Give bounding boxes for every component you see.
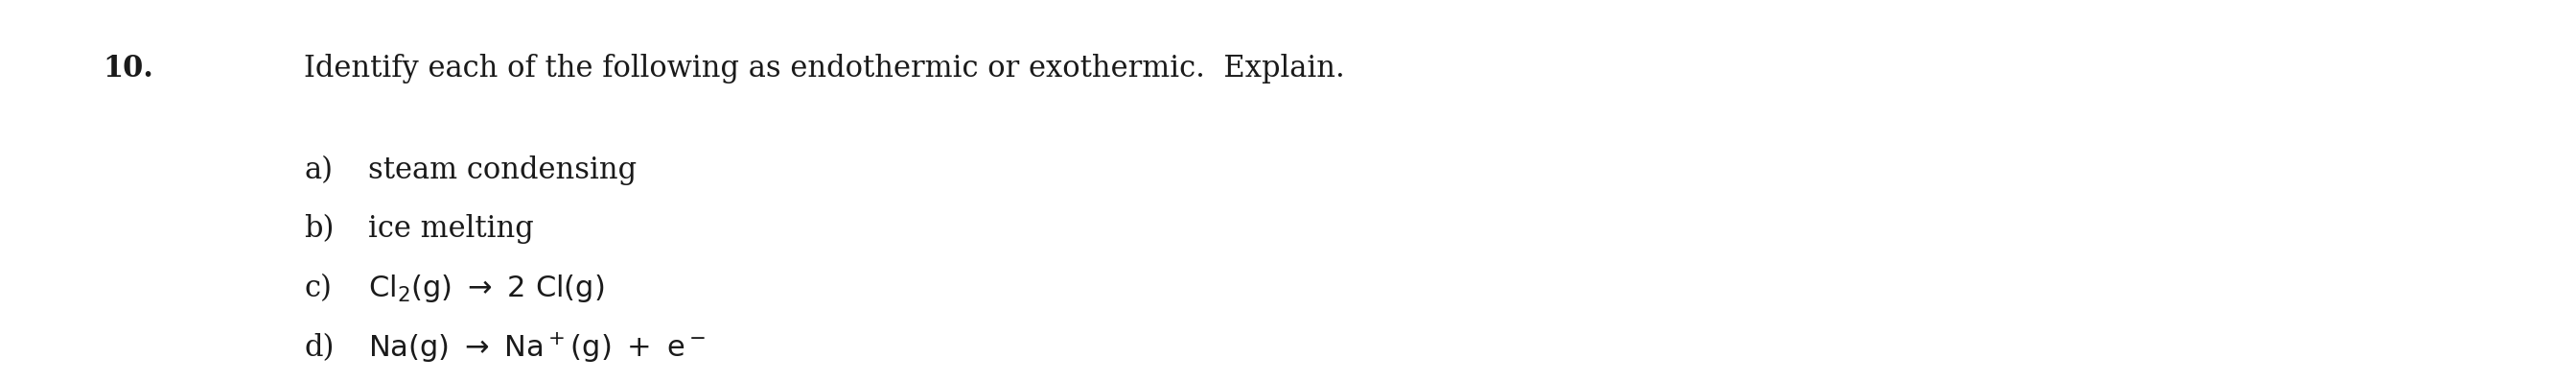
Text: d): d) bbox=[304, 333, 335, 363]
Text: ice melting: ice melting bbox=[368, 214, 533, 244]
Text: steam condensing: steam condensing bbox=[368, 155, 636, 185]
Text: $\mathrm{Na(g)\ \rightarrow\ Na^+(g)\ +\ e^-}$: $\mathrm{Na(g)\ \rightarrow\ Na^+(g)\ +\… bbox=[368, 331, 706, 364]
Text: 10.: 10. bbox=[103, 54, 155, 84]
Text: c): c) bbox=[304, 274, 332, 303]
Text: Identify each of the following as endothermic or exothermic.  Explain.: Identify each of the following as endoth… bbox=[304, 54, 1345, 84]
Text: a): a) bbox=[304, 155, 332, 185]
Text: b): b) bbox=[304, 214, 335, 244]
Text: $\mathrm{Cl_2(g)\ \rightarrow\ 2\ Cl(g)}$: $\mathrm{Cl_2(g)\ \rightarrow\ 2\ Cl(g)}… bbox=[368, 273, 605, 304]
